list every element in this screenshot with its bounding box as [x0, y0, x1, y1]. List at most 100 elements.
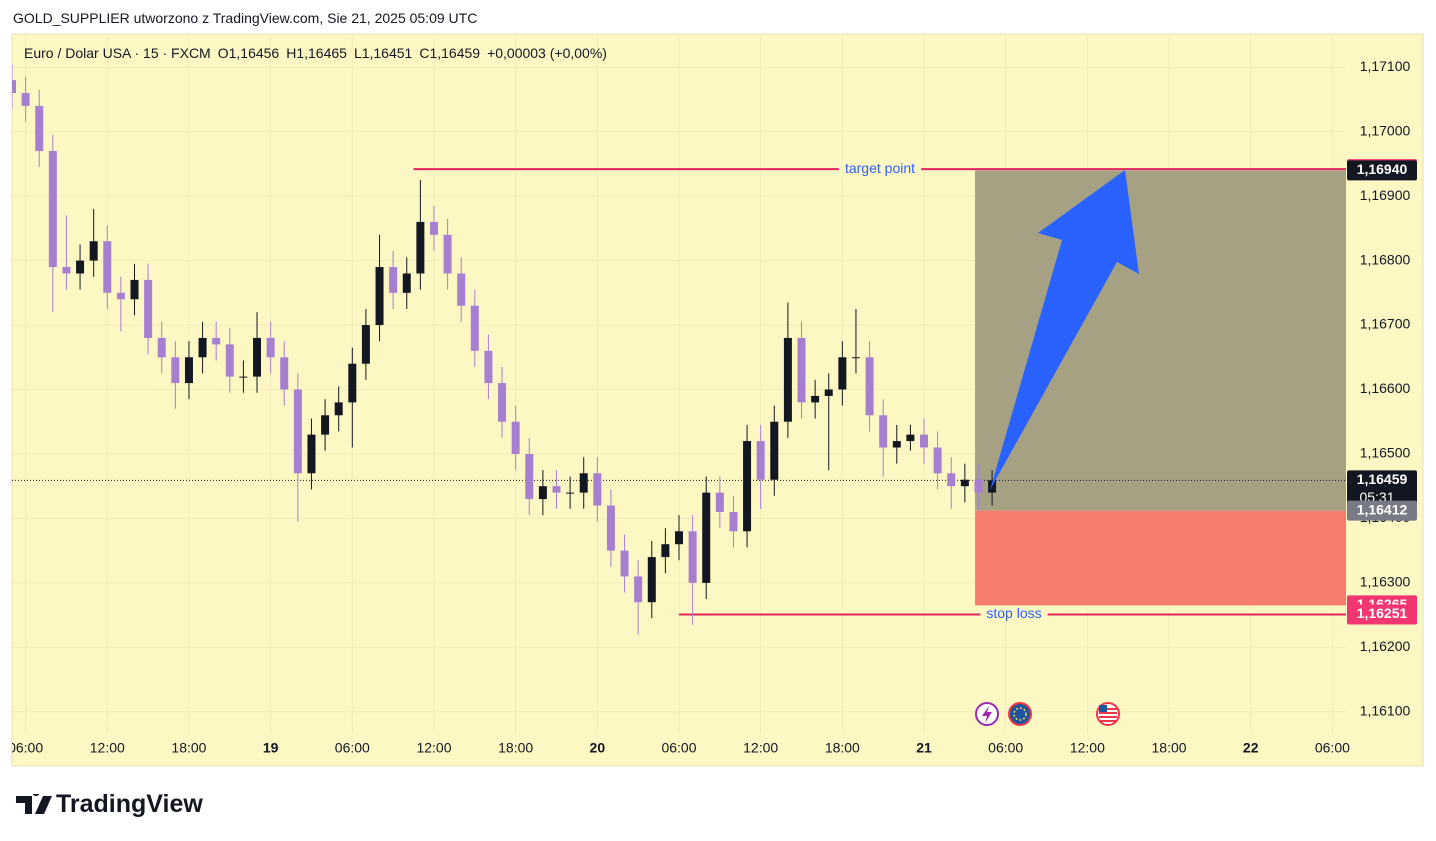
- candle-body: [988, 480, 997, 493]
- candle-body: [157, 337, 166, 358]
- logo-shape: [16, 793, 52, 814]
- logo-text: TradingView: [56, 790, 203, 818]
- candle-body: [879, 415, 888, 448]
- candle-body: [525, 453, 534, 500]
- candle-body: [389, 267, 398, 293]
- candle-body: [198, 337, 207, 358]
- candle-body: [239, 376, 248, 378]
- candle-body: [443, 234, 452, 274]
- candle-body: [225, 344, 234, 377]
- x-tick-label: 12:00: [416, 740, 451, 756]
- candle-body: [892, 441, 901, 448]
- candle-body: [702, 492, 711, 583]
- chart: 06:00 12:00 18:00 19 06:00 12:00 18:00 20 06:00 1…: [11, 33, 1424, 767]
- x-tick-label: 22: [1243, 740, 1259, 756]
- price-tag: [1347, 160, 1417, 181]
- candle-body: [606, 505, 615, 551]
- annotation-label-bg: [838, 161, 922, 178]
- candle-body: [688, 531, 697, 583]
- x-tick-label: 06:00: [335, 740, 370, 756]
- candle-body: [838, 357, 847, 390]
- x-tick-label: 20: [590, 740, 606, 756]
- profit-zone: [975, 170, 1346, 511]
- candle-body: [12, 80, 16, 94]
- x-tick-label: 06:00: [661, 740, 696, 756]
- candle-body: [293, 389, 302, 474]
- annotation-label-bg: [980, 606, 1048, 623]
- x-tick-label: 21: [916, 740, 932, 756]
- candle-body: [62, 267, 71, 274]
- candle-body: [21, 93, 30, 106]
- candle-body: [280, 357, 289, 390]
- candle-body: [48, 151, 57, 268]
- candle-body: [865, 357, 874, 416]
- y-tick-label: 1,16300: [1360, 574, 1411, 590]
- price-tag-label: 1,16412: [1357, 501, 1408, 517]
- y-tick-label: 1,16100: [1360, 702, 1411, 718]
- caption: GOLD_SUPPLIER utworzono z TradingView.co…: [13, 10, 478, 26]
- candle-body: [729, 511, 738, 532]
- candle-body: [974, 479, 983, 493]
- annotation-label: target point: [845, 160, 915, 176]
- y-tick-label: 1,16500: [1360, 445, 1411, 461]
- candle-body: [429, 221, 438, 235]
- x-tick-label: 12:00: [90, 740, 125, 756]
- symbol-title: Euro / Dolar USA · 15 · FXCM: [24, 45, 211, 61]
- y-tick-label: 1,16600: [1360, 380, 1411, 396]
- candle-body: [783, 337, 792, 422]
- candle-body: [266, 337, 275, 358]
- candle-body: [647, 557, 656, 603]
- candle-body: [620, 550, 629, 577]
- candle-body: [920, 434, 929, 448]
- candle-body: [321, 415, 330, 435]
- candle-body: [498, 383, 507, 422]
- x-tick-label: 12:00: [1070, 740, 1105, 756]
- price-tag: [1347, 604, 1417, 625]
- candle-body: [566, 492, 575, 494]
- candle-body: [361, 325, 370, 364]
- candle-body: [130, 279, 139, 300]
- logo[interactable]: TradingView: [16, 790, 203, 819]
- candle-body: [933, 447, 942, 474]
- price-tag: [1347, 470, 1417, 507]
- y-tick-label: 1,16200: [1360, 638, 1411, 654]
- candle-body: [960, 479, 969, 487]
- candle-body: [715, 492, 724, 512]
- candle-body: [470, 305, 479, 351]
- ohlc-value: O1,16456: [217, 45, 280, 61]
- candle-body: [89, 241, 98, 261]
- x-tick-label: 12:00: [743, 740, 778, 756]
- ohlc-change: +0,00003 (+0,00%): [487, 45, 607, 61]
- price-tag-label: 1,16459: [1357, 471, 1408, 487]
- candle-body: [824, 389, 833, 396]
- candle-body: [579, 473, 588, 493]
- candle-body: [947, 473, 956, 487]
- candle-body: [116, 292, 125, 300]
- candle-body: [184, 357, 193, 384]
- candle-body: [348, 363, 357, 403]
- candle-body: [334, 402, 343, 416]
- ohlc-value: L1,16451: [353, 45, 413, 61]
- ohlc-value: H1,16465: [286, 45, 347, 61]
- logo-mark: [16, 793, 52, 814]
- x-tick-label: 19: [263, 740, 279, 756]
- candle-body: [634, 576, 643, 603]
- candle-body: [743, 441, 752, 532]
- candle-body: [593, 473, 602, 506]
- ohlc-value: C1,16459: [419, 45, 481, 61]
- symbol-legend: Euro / Dolar USA · 15 · FXCM O1,16456 H1,1…: [24, 45, 614, 61]
- candle-body: [76, 260, 85, 274]
- x-tick-label: 06:00: [1315, 740, 1350, 756]
- loss-zone: [975, 510, 1346, 606]
- price-tag-label: 1,16251: [1357, 605, 1408, 621]
- y-tick-label: 1,16900: [1360, 187, 1411, 203]
- x-tick-label: 18:00: [825, 740, 860, 756]
- candle-body: [511, 421, 520, 454]
- y-tick-label: 1,16800: [1360, 251, 1411, 267]
- candle-body: [253, 337, 262, 377]
- candle-body: [375, 267, 384, 326]
- candle-body: [811, 395, 820, 403]
- candle-body: [171, 357, 180, 384]
- candle-body: [103, 241, 112, 293]
